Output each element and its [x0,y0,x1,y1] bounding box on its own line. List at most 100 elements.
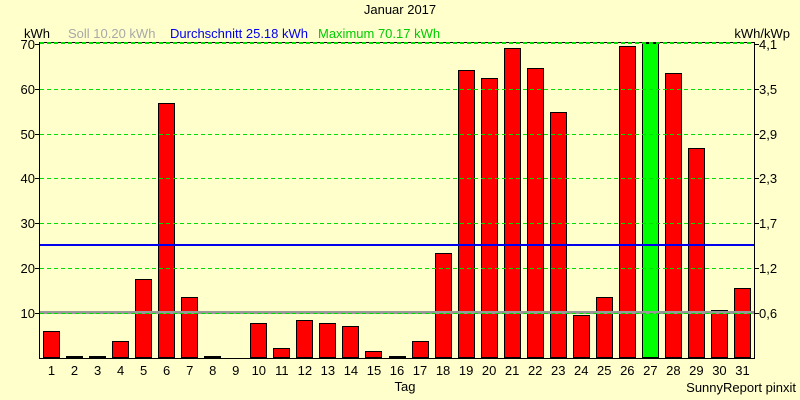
x-tick-day-24: 24 [574,363,589,378]
left-axis-unit-label: kWh [24,26,50,41]
y-tick-right-3,5: 3,5 [759,81,778,97]
x-tick-day-9: 9 [232,363,240,378]
x-tick-day-2: 2 [70,363,79,378]
maximum-line [40,42,754,44]
bar-day-22 [526,68,544,358]
bar-day-13 [319,323,337,358]
legend-durchschnitt: Durchschnitt 25.18 kWh [170,26,309,41]
bar-day-28 [664,72,682,358]
bar-day-3 [89,356,107,358]
y-tick-right-1,7: 1,7 [759,216,778,232]
tick-mark [35,43,39,45]
bar-day-25 [595,297,613,358]
bar-day-15 [365,351,383,358]
y-tick-right-4,1: 4,1 [759,36,778,52]
credit-text: SunnyReport pinxit [686,380,796,395]
tick-mark [755,178,759,180]
gridline-20 [40,268,754,270]
x-tick-day-25: 25 [597,363,612,378]
y-tick-right-1,2: 1,2 [759,261,778,277]
gridline-50 [40,133,754,135]
legend-soll: Soll 10.20 kWh [68,26,156,41]
x-tick-day-22: 22 [527,363,543,378]
x-tick-day-5: 5 [140,363,148,378]
tick-mark [755,88,759,90]
tick-mark [35,133,39,135]
x-tick-day-26: 26 [620,363,635,378]
right-axis-unit-label: kWh/kWp [734,26,790,41]
tick-mark [755,133,759,135]
x-tick-day-14: 14 [343,363,359,378]
gridline-60 [40,88,754,90]
y-tick-left-60: 60 [20,81,35,97]
x-tick-day-28: 28 [666,363,681,378]
bar-day-23 [549,111,567,358]
y-tick-right-0,6: 0,6 [759,306,778,322]
x-tick-day-30: 30 [712,363,727,378]
x-tick-day-20: 20 [481,363,497,378]
x-tick-day-15: 15 [366,363,382,378]
x-tick-day-23: 23 [550,363,566,378]
bar-day-17 [411,340,429,358]
y-tick-left-50: 50 [20,126,35,142]
bar-day-20 [480,78,498,358]
bar-day-24 [572,315,590,358]
x-tick-day-13: 13 [320,363,336,378]
tick-mark [35,178,39,180]
y-tick-left-20: 20 [20,261,35,277]
chart-bars-container [40,42,754,358]
x-tick-day-18: 18 [435,363,451,378]
tick-mark [35,88,39,90]
x-tick-day-17: 17 [412,363,428,378]
x-tick-day-29: 29 [689,363,704,378]
x-tick-day-16: 16 [389,363,405,378]
bar-day-16 [388,356,406,358]
x-tick-day-27: 27 [643,363,658,378]
bar-day-2 [66,356,84,358]
y-tick-left-70: 70 [20,36,35,52]
x-tick-day-19: 19 [458,363,474,378]
bar-day-5 [135,279,153,358]
bar-day-21 [503,48,521,358]
bar-day-12 [296,319,314,358]
bar-day-30 [710,310,728,358]
bar-day-19 [457,69,475,358]
gridline-40 [40,178,754,180]
bar-day-26 [618,45,636,358]
bar-day-7 [181,296,199,358]
bar-day-31 [733,287,751,358]
legend-maximum: Maximum 70.17 kWh [318,26,441,41]
x-tick-day-3: 3 [93,363,102,378]
x-tick-day-7: 7 [186,363,194,378]
gridline-30 [40,223,754,225]
y-tick-left-30: 30 [20,216,35,232]
y-tick-right-2,9: 2,9 [759,126,778,142]
tick-mark [755,268,759,270]
bar-day-1 [43,331,61,358]
page-title: Januar 2017 [363,2,437,17]
x-tick-day-8: 8 [209,363,217,378]
bar-day-6 [158,102,176,358]
bar-day-18 [434,253,452,358]
x-tick-day-31: 31 [735,363,750,378]
bar-day-8 [204,355,222,358]
x-axis-title: Tag [394,379,416,394]
bar-day-10 [250,323,268,358]
y-tick-left-10: 10 [20,306,35,322]
gridline-10 [40,313,754,315]
y-tick-left-40: 40 [20,171,35,187]
tick-mark [35,223,39,225]
tick-mark [35,313,39,315]
x-tick-day-12: 12 [297,363,313,378]
x-tick-day-4: 4 [116,363,125,378]
x-tick-day-11: 11 [275,363,289,378]
tick-mark [755,223,759,225]
bar-day-11 [273,347,291,358]
chart-plot-area [39,42,755,359]
tick-mark [35,268,39,270]
x-tick-day-1: 1 [47,363,56,378]
soll-line [40,311,754,315]
bar-day-29 [687,147,705,358]
x-tick-day-6: 6 [163,363,171,378]
